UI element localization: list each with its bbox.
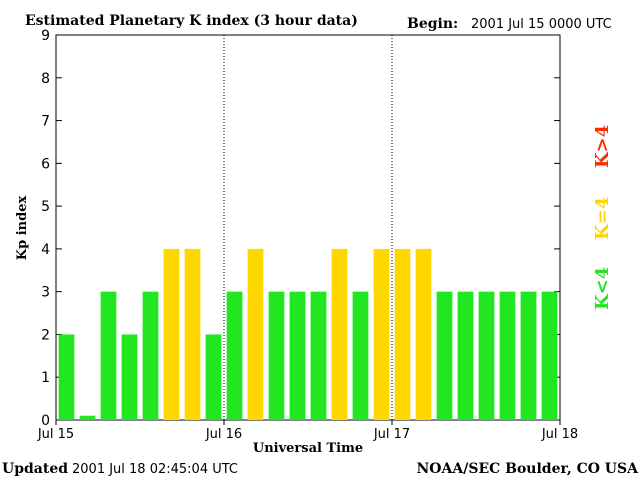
y-tick-label: 9 [41, 28, 50, 44]
kp-bar [457, 291, 474, 420]
kp-bar [163, 248, 180, 420]
kp-bar [100, 291, 117, 420]
y-tick-label: 2 [41, 327, 50, 343]
updated-label: Updated [2, 461, 68, 477]
kp-bar [541, 291, 558, 420]
x-tick-label: Jul 16 [205, 427, 242, 442]
y-tick-label: 5 [41, 199, 50, 215]
x-tick-label: Jul 18 [541, 427, 578, 442]
kp-bar [289, 291, 306, 420]
y-tick-label: 6 [41, 156, 50, 172]
kp-bar [142, 291, 159, 420]
legend-k-below-4: K<4 [592, 267, 613, 310]
kp-bar [79, 415, 96, 420]
y-tick-label: 1 [41, 370, 50, 386]
legend-k-above-4: K>4 [592, 125, 613, 168]
y-tick-label: 3 [41, 285, 50, 301]
y-tick-label: 4 [41, 242, 50, 258]
kp-bar [394, 248, 411, 420]
day-dividers [223, 35, 393, 420]
y-axis-label: Kp index [15, 196, 30, 261]
kp-bar [520, 291, 537, 420]
y-tick-label: 0 [41, 413, 50, 429]
x-axis: Jul 15 Jul 16 Jul 17 Jul 18 [37, 420, 578, 442]
x-axis-label: Universal Time [253, 441, 363, 456]
bars [58, 248, 558, 420]
kp-bar [268, 291, 285, 420]
kp-bar [205, 334, 222, 420]
credit-text: NOAA/SEC Boulder, CO USA [417, 461, 640, 477]
updated-value: 2001 Jul 18 02:45:04 UTC [72, 462, 238, 477]
kp-bar [478, 291, 495, 420]
legend-k-equal-4: K=4 [592, 197, 613, 240]
y-tick-label: 8 [41, 71, 50, 87]
kp-bar [415, 248, 432, 420]
kp-bar [331, 248, 348, 420]
plot-frame [55, 34, 561, 421]
begin-value: 2001 Jul 15 0000 UTC [471, 17, 612, 32]
kp-bar [499, 291, 516, 420]
kp-bar [373, 248, 390, 420]
x-tick-label: Jul 15 [37, 427, 74, 442]
kp-bar [121, 334, 138, 420]
kp-bar [310, 291, 327, 420]
kp-bar [247, 248, 264, 420]
kp-bar [58, 334, 75, 420]
y-tick-label: 7 [41, 114, 50, 130]
kp-bar [436, 291, 453, 420]
kp-bar [184, 248, 201, 420]
x-tick-label: Jul 17 [373, 427, 410, 442]
begin-label: Begin: [407, 16, 458, 32]
kp-bar [226, 291, 243, 420]
kp-bar [352, 291, 369, 420]
chart-title: Estimated Planetary K index (3 hour data… [25, 13, 358, 29]
